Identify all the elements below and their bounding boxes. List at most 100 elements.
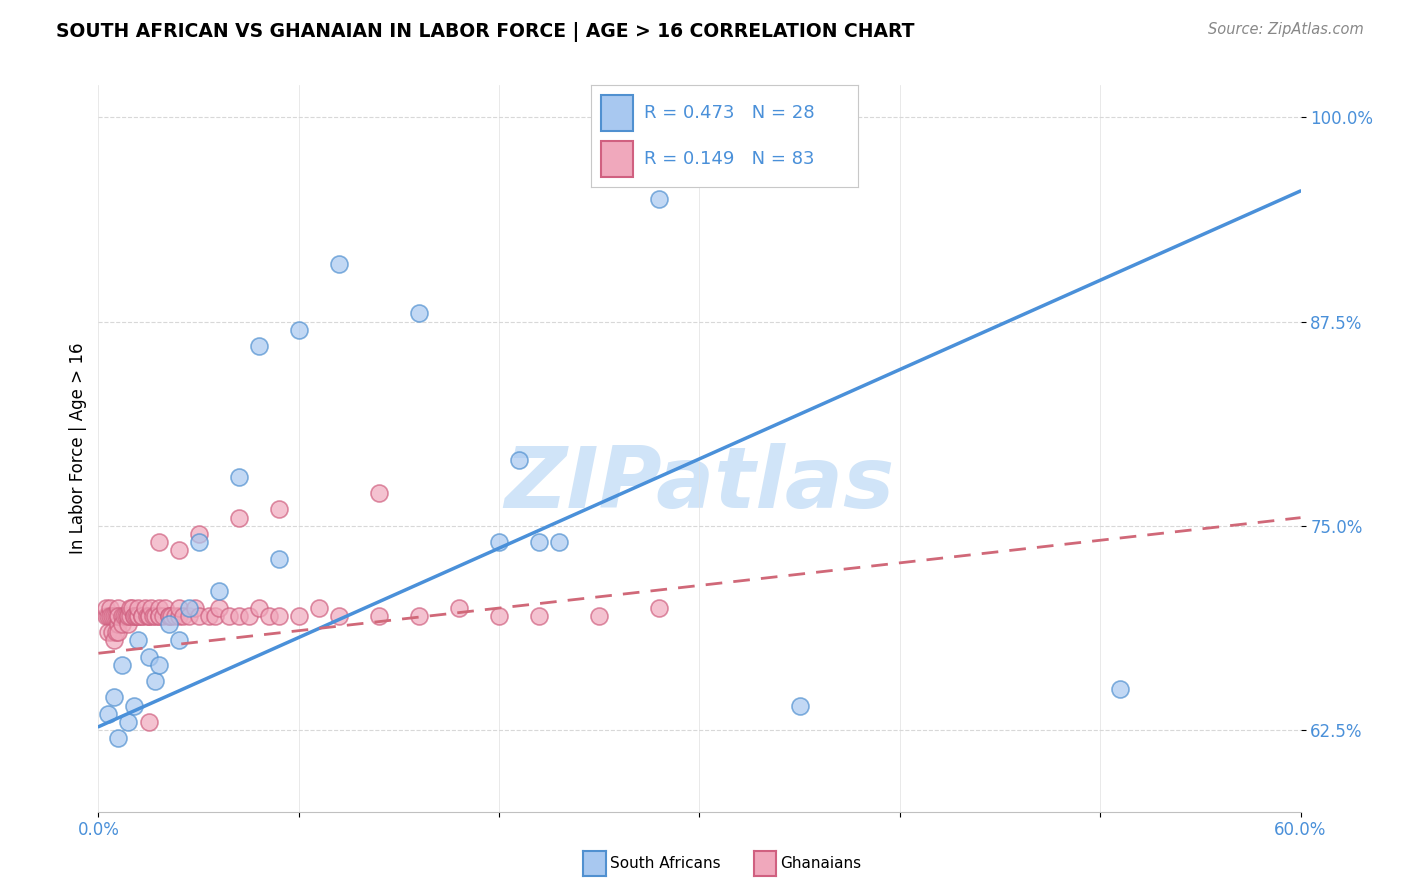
Point [97, 625, 120, 640]
Point [177, 608, 200, 623]
Point [111, 657, 134, 672]
Point [187, 535, 209, 549]
Point [288, 323, 311, 337]
Point [148, 657, 170, 672]
Point [789, 698, 811, 713]
Point [107, 600, 129, 615]
Point [148, 600, 170, 615]
Point [115, 608, 138, 623]
Text: Source: ZipAtlas.com: Source: ZipAtlas.com [1208, 22, 1364, 37]
Point [183, 600, 205, 615]
Point [148, 608, 170, 623]
Point [167, 543, 190, 558]
Point [228, 470, 250, 484]
Point [103, 608, 125, 623]
Text: R = 0.149   N = 83: R = 0.149 N = 83 [644, 150, 814, 168]
Point [157, 616, 180, 631]
Point [204, 608, 226, 623]
Point [208, 600, 231, 615]
Point [100, 608, 122, 623]
Point [157, 608, 180, 623]
Point [105, 608, 128, 623]
Point [152, 608, 174, 623]
Point [138, 714, 160, 729]
Point [529, 608, 551, 623]
Point [238, 608, 260, 623]
Point [247, 339, 270, 353]
Point [117, 714, 139, 729]
Point [141, 608, 163, 623]
Point [267, 608, 290, 623]
Point [124, 608, 146, 623]
Point [103, 633, 125, 648]
Point [177, 600, 200, 615]
Point [153, 600, 176, 615]
Point [187, 527, 209, 541]
Point [107, 608, 129, 623]
Point [125, 608, 148, 623]
Point [508, 453, 530, 467]
Point [167, 633, 190, 648]
Point [128, 608, 150, 623]
Point [100, 600, 122, 615]
Point [267, 502, 290, 516]
Point [648, 192, 671, 206]
Point [588, 608, 610, 623]
Point [488, 535, 510, 549]
Text: SOUTH AFRICAN VS GHANAIAN IN LABOR FORCE | AGE > 16 CORRELATION CHART: SOUTH AFRICAN VS GHANAIAN IN LABOR FORCE… [56, 22, 915, 42]
Point [135, 608, 157, 623]
Point [96, 608, 118, 623]
Point [124, 698, 146, 713]
Point [257, 608, 280, 623]
Point [120, 608, 142, 623]
Text: ZIPatlas: ZIPatlas [505, 443, 894, 526]
Point [408, 306, 430, 320]
Point [208, 584, 231, 599]
Point [529, 535, 551, 549]
Point [134, 600, 156, 615]
Point [172, 608, 194, 623]
Point [97, 706, 120, 721]
Point [408, 608, 430, 623]
Point [143, 673, 166, 688]
Y-axis label: In Labor Force | Age > 16: In Labor Force | Age > 16 [69, 343, 87, 554]
Point [138, 608, 160, 623]
Point [1109, 682, 1132, 697]
FancyBboxPatch shape [602, 141, 633, 177]
Point [121, 600, 143, 615]
Point [488, 608, 510, 623]
Point [138, 608, 160, 623]
Point [328, 257, 350, 271]
Text: R = 0.473   N = 28: R = 0.473 N = 28 [644, 104, 814, 122]
Point [308, 600, 330, 615]
Point [368, 486, 391, 500]
Point [157, 608, 180, 623]
Point [139, 600, 162, 615]
Point [648, 600, 671, 615]
Point [96, 600, 118, 615]
Point [107, 608, 129, 623]
Point [548, 535, 571, 549]
Point [288, 608, 311, 623]
Point [159, 608, 181, 623]
Point [131, 608, 153, 623]
Point [218, 608, 240, 623]
Point [138, 649, 160, 664]
Point [101, 608, 124, 623]
Point [148, 608, 170, 623]
Point [148, 535, 170, 549]
Point [120, 600, 142, 615]
Point [328, 608, 350, 623]
Point [228, 608, 250, 623]
FancyBboxPatch shape [602, 95, 633, 131]
Point [117, 608, 139, 623]
Point [163, 608, 186, 623]
Point [128, 633, 150, 648]
Point [247, 600, 270, 615]
Point [228, 510, 250, 524]
Text: Ghanaians: Ghanaians [780, 856, 862, 871]
Point [143, 608, 166, 623]
Point [167, 608, 190, 623]
Point [103, 690, 125, 705]
Point [97, 608, 120, 623]
